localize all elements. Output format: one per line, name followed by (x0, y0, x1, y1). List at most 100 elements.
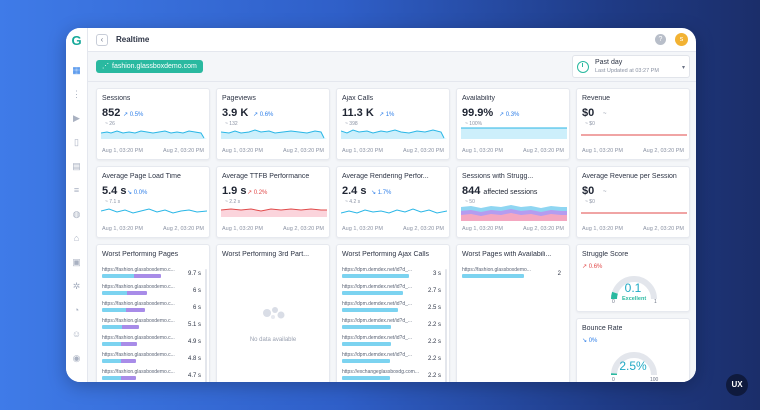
list-item[interactable]: https://fashion.glassboxdemo.c... 4.9 s (102, 335, 201, 353)
struggle-score-card[interactable]: Struggle Score ↗ 0.6% 0.1 Excellent 0 1 (576, 244, 690, 312)
no-data-text: No data available (249, 337, 297, 343)
card-title: Worst Performing Pages (102, 251, 179, 258)
card-title: Pageviews (222, 95, 256, 102)
sparkline (461, 127, 567, 139)
list-item[interactable]: https://fashion.glassboxdemo.c... 9.7 s (102, 267, 201, 285)
struggle-label: Excellent (622, 296, 647, 302)
play-icon[interactable]: ▶ (73, 113, 80, 123)
list-item[interactable]: https://dpm.demdex.net/id?d_... 2.7 s (342, 284, 441, 302)
avg-revenue-card[interactable]: Average Revenue per Session $0 ~ ~ $0 Au… (576, 166, 690, 238)
list-item[interactable]: https://dpm.demdex.net/id?d_... 3 s (342, 267, 441, 285)
trend-indicator: ↘ 1.7% (371, 190, 392, 196)
row-url: https://fashion.glassboxdemo.c... (102, 352, 175, 358)
row-url: https://dpm.demdex.net/id?d_... (342, 335, 413, 341)
back-button[interactable]: ‹ (96, 33, 108, 46)
help-icon[interactable]: ? (655, 34, 666, 45)
profile-icon[interactable]: ◉ (72, 353, 81, 363)
bank-icon[interactable]: ⌂ (73, 233, 80, 243)
mobile-icon[interactable]: ▯ (74, 137, 79, 147)
period-label: Past day (595, 59, 623, 66)
baseline: ~ 4.2 s (345, 199, 361, 205)
availability-card[interactable]: Availability 99.9% ↗ 0.3% ~ 100% Aug 1, … (456, 88, 570, 160)
worst-availability-card[interactable]: Worst Pages with Availabili... https://f… (456, 244, 570, 382)
row-value: 5.1 s (187, 322, 201, 328)
axis-end: Aug 2, 03:20 PM (523, 226, 564, 232)
avatar[interactable]: s (675, 33, 688, 46)
axis-start: Aug 1, 03:20 PM (222, 226, 263, 232)
revenue-card[interactable]: Revenue $0 ~ ~ $0 Aug 1, 03:20 PM Aug 2,… (576, 88, 690, 160)
funnel-icon[interactable]: ⋮ (72, 89, 81, 99)
bounce-rate-card[interactable]: Bounce Rate ↘ 0% 2.5% 0 100 (576, 318, 690, 382)
globe-icon[interactable]: ◍ (72, 209, 81, 219)
scrollbar[interactable] (205, 269, 207, 382)
users-icon[interactable]: ☺ (71, 329, 82, 339)
gauge-max: 100 (650, 377, 659, 382)
pageviews-card[interactable]: Pageviews 3.9 K ↗ 0.6% ~ 132 Aug 1, 03:2… (216, 88, 330, 160)
list-item[interactable]: https://fashion.glassboxdemo.c... 4.7 s (102, 369, 201, 382)
third-party-card[interactable]: Worst Performing 3rd Part... No data ava… (216, 244, 330, 382)
worst-pages-card[interactable]: Worst Performing Pages https://fashion.g… (96, 244, 210, 382)
trend-value: 0.6% (259, 112, 274, 118)
row-value: 2.2 s (427, 339, 441, 345)
row-url: https://dpm.demdex.net/id?d_... (342, 284, 413, 290)
row-bar (342, 376, 390, 380)
row-value: 2.2 s (427, 356, 441, 362)
sparkline (101, 130, 207, 139)
ttfb-card[interactable]: Average TTFB Performance 1.9 s ↗ 0.2% ~ … (216, 166, 330, 238)
list-item[interactable]: https://dpm.demdex.net/id?d_... 2.2 s (342, 318, 441, 336)
sparkline (581, 212, 687, 214)
sparkline (221, 129, 327, 139)
share-icon: ⋰ (102, 63, 109, 70)
list-item[interactable]: https://fashion.glassboxdemo.c... 4.8 s (102, 352, 201, 370)
ajax-calls-card[interactable]: Ajax Calls 11.3 K ↗ 1% ~ 398 Aug 1, 03:2… (336, 88, 450, 160)
row-url: https://dpm.demdex.net/id?d_... (342, 267, 413, 273)
baseline: ~ $0 (585, 199, 595, 205)
dashboard-icon[interactable]: ▦ (72, 65, 81, 75)
gear-icon[interactable]: ✲ (72, 281, 81, 291)
axis-start: Aug 1, 03:20 PM (462, 226, 503, 232)
scrollbar[interactable] (445, 269, 447, 382)
card-title: Average Revenue per Session (582, 173, 677, 180)
integrations-icon[interactable]: ◔ (73, 305, 80, 315)
time-period-dropdown[interactable]: Past day Last Updated at 03:27 PM ▾ (572, 55, 690, 78)
site-selector[interactable]: ⋰ fashion.glassboxdemo.com (96, 60, 203, 73)
list-item[interactable]: https://fashion.glassboxdemo.c... 6 s (102, 301, 201, 319)
axis-end: Aug 2, 03:20 PM (163, 148, 204, 154)
axis-end: Aug 2, 03:20 PM (283, 226, 324, 232)
gauge-min: 0 (612, 299, 615, 305)
struggle-gauge (611, 276, 657, 300)
worst-ajax-card[interactable]: Worst Performing Ajax Calls https://dpm.… (336, 244, 450, 382)
list-item[interactable]: https://exchangeglassboxdg.com... 2.2 s (342, 369, 441, 382)
list-icon[interactable]: ≡ (73, 185, 80, 195)
baseline: ~ 398 (345, 121, 358, 127)
page-load-time-card[interactable]: Average Page Load Time 5.4 s ↘ 0.0% ~ 7.… (96, 166, 210, 238)
app-window: G ▦ ⋮ ▶ ▯ ▤ ≡ ◍ ⌂ ▣ ✲ ◔ ☺ ◉ ‹ Realtime ?… (66, 28, 696, 382)
axis-start: Aug 1, 03:20 PM (342, 226, 383, 232)
list-item[interactable]: https://dpm.demdex.net/id?d_... 2.2 s (342, 335, 441, 353)
list-item[interactable]: https://dpm.demdex.net/id?d_... 2.2 s (342, 352, 441, 370)
list-item[interactable]: https://dpm.demdex.net/id?d_... 2.5 s (342, 301, 441, 319)
sessions-card[interactable]: Sessions 852 ↗ 0.5% ~ 26 Aug 1, 03:20 PM… (96, 88, 210, 160)
row-bar (462, 274, 524, 278)
row-bar (102, 359, 136, 363)
axis-start: Aug 1, 03:20 PM (582, 148, 623, 154)
row-value: 2.5 s (427, 305, 441, 311)
list-item[interactable]: https://fashion.glassboxdemo... 2 (462, 267, 561, 285)
row-bar (102, 308, 145, 312)
rendering-card[interactable]: Average Rendering Perfor... 2.4 s ↘ 1.7%… (336, 166, 450, 238)
row-bar (102, 274, 161, 278)
struggle-sessions-card[interactable]: Sessions with Strugg... 844 affected ses… (456, 166, 570, 238)
row-value: 4.9 s (187, 339, 201, 345)
list-item[interactable]: https://fashion.glassboxdemo.c... 5.1 s (102, 318, 201, 336)
gauge-min: 0 (612, 377, 615, 382)
report-icon[interactable]: ▣ (72, 257, 81, 267)
list-item[interactable]: https://fashion.glassboxdemo.c... 6 s (102, 284, 201, 302)
row-url: https://fashion.glassboxdemo... (462, 267, 531, 273)
row-url: https://fashion.glassboxdemo.c... (102, 301, 175, 307)
analytics-icon[interactable]: ▤ (72, 161, 81, 171)
row-url: https://dpm.demdex.net/id?d_... (342, 301, 413, 307)
card-value: 3.9 K (222, 107, 249, 119)
card-value: 844 affected sessions (462, 185, 537, 197)
card-value: 1.9 s (222, 185, 247, 197)
page-title: Realtime (116, 35, 150, 44)
